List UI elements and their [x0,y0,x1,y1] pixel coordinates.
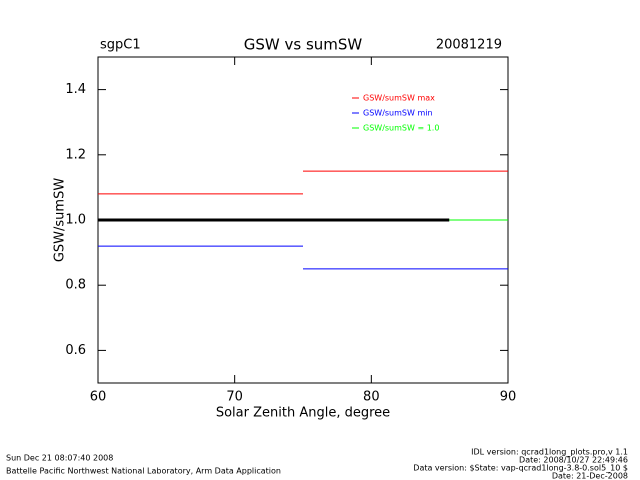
x-tick-label: 90 [500,390,517,405]
legend-label: GSW/sumSW min [363,109,433,118]
chart-title: GSW vs sumSW [244,36,363,54]
y-tick-label: 1.4 [65,82,86,97]
footer-text: Data version: $State: vap-qcrad1long-3.8… [413,464,628,473]
y-tick-label: 1.2 [65,147,86,162]
data-line [98,245,508,270]
footer-text: Date: 2008/10/27 22:49:46 [519,456,628,465]
legend-label: GSW/sumSW max [363,94,435,103]
footer-text: Battelle Pacific Northwest National Labo… [6,467,281,476]
x-axis-label: Solar Zenith Angle, degree [216,406,390,421]
site-label: sgpC1 [100,38,141,53]
x-tick-label: 70 [226,390,243,405]
footer-text: Date: 21-Dec-2008 [552,472,628,480]
y-tick-label: 0.6 [65,343,86,358]
y-tick-label: 1.0 [65,213,86,228]
legend-label: GSW/sumSW = 1.0 [363,124,439,133]
y-tick-label: 0.8 [65,278,86,293]
y-axis-label: GSW/sumSW [53,178,68,262]
footer-text: IDL version: qcrad1long_plots.pro,v 1.1 [471,448,628,457]
date-label: 20081219 [436,38,502,53]
footer-text: Sun Dec 21 08:07:40 2008 [6,454,113,463]
x-tick-label: 80 [363,390,380,405]
x-tick-label: 60 [90,390,107,405]
data-line [98,170,508,195]
